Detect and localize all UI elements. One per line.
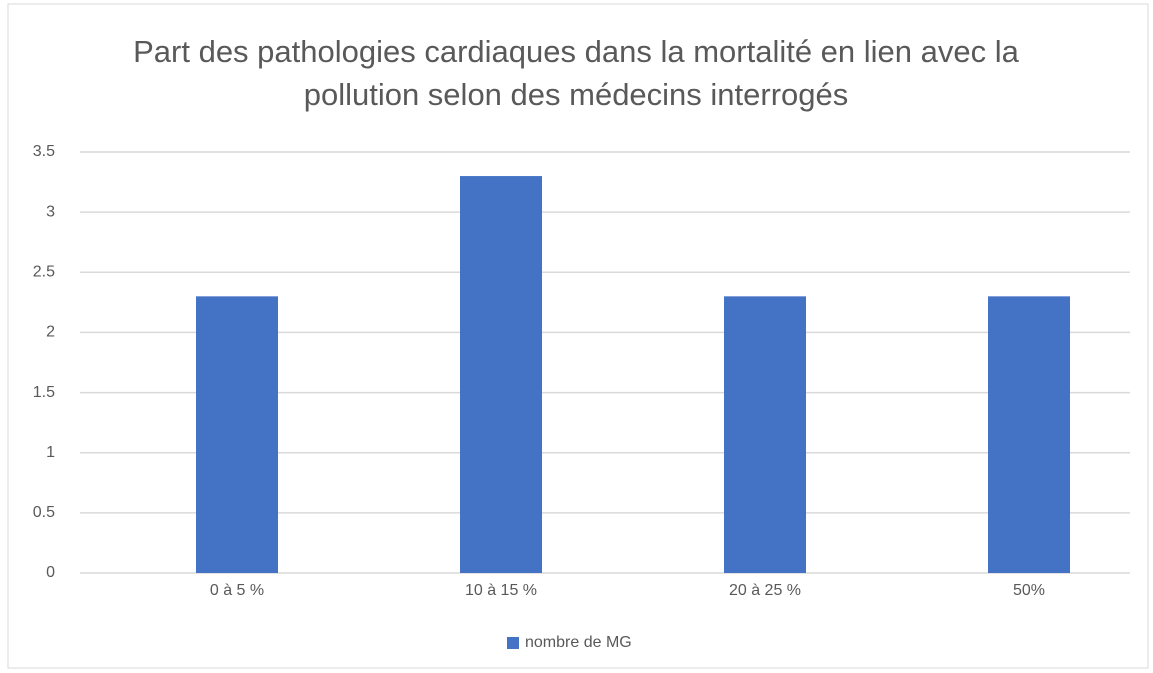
y-tick-label: 1 — [46, 444, 55, 461]
bar — [724, 296, 806, 573]
y-tick-label: 3 — [46, 203, 55, 220]
y-tick-label: 2.5 — [33, 264, 55, 281]
y-tick-label: 1.5 — [33, 384, 55, 401]
x-tick-label: 10 à 15 % — [465, 582, 537, 599]
y-tick-label: 3.5 — [33, 143, 55, 160]
chart-border — [7, 3, 1149, 669]
y-tick-label: 0.5 — [33, 504, 55, 521]
x-tick-label: 50% — [1013, 582, 1045, 599]
chart-title: Part des pathologies cardiaques dans la … — [133, 34, 1019, 112]
x-tick-label: 20 à 25 % — [729, 582, 801, 599]
x-tick-label: 0 à 5 % — [210, 582, 264, 599]
legend-swatch — [507, 637, 519, 649]
y-tick-label: 2 — [46, 324, 55, 341]
y-tick-label: 0 — [46, 564, 55, 581]
bar — [988, 296, 1070, 573]
legend-label: nombre de MG — [525, 634, 632, 651]
bar — [460, 176, 542, 574]
bar — [196, 296, 278, 573]
